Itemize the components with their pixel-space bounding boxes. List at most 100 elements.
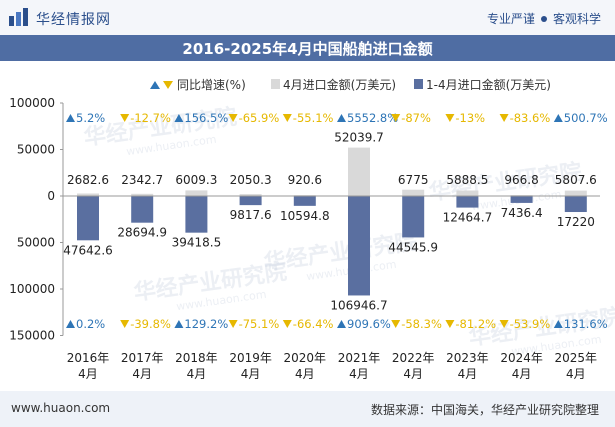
y-tick-label: 100000 (9, 282, 55, 296)
x-tick-label-month: 4月 (132, 367, 152, 381)
yoy-cumulative-label: 129.2% (184, 317, 228, 331)
x-tick-label-year: 2021年 (338, 351, 381, 365)
yoy-month-label: -87% (401, 111, 431, 125)
yoy-month-label-up-icon (553, 114, 563, 122)
bar-month (185, 190, 208, 196)
data-label-cumulative: 9817.6 (230, 208, 272, 222)
data-label-month: 2050.3 (230, 173, 272, 187)
data-label-month: 6775 (398, 173, 429, 187)
bar-cumulative (456, 196, 479, 208)
data-label-cumulative: 10594.8 (280, 209, 330, 223)
x-tick-label-year: 2024年 (500, 351, 543, 365)
bar-month (239, 194, 262, 196)
yoy-cumulative-label-up-icon (174, 320, 184, 328)
bar-cumulative (131, 196, 154, 223)
yoy-month-label: -83.6% (510, 111, 551, 125)
yoy-month-label-down-icon (120, 114, 130, 122)
bar-cumulative (293, 196, 316, 206)
y-tick-label: 50000 (17, 236, 55, 250)
y-tick-label: 0 (47, 189, 55, 203)
bar-month (402, 189, 425, 196)
x-tick-label-month: 4月 (512, 367, 532, 381)
slogan: 专业严谨 客观科学 (487, 10, 601, 27)
legend-label-cumulative: 1-4月进口金额(万美元) (426, 77, 551, 92)
footer-url: www.huaon.com (11, 401, 111, 415)
bar-month (564, 190, 587, 196)
bar-cumulative (239, 196, 262, 206)
data-label-month: 920.6 (288, 173, 322, 187)
data-label-month: 5807.6 (555, 173, 597, 187)
data-label-cumulative: 47642.6 (63, 243, 113, 257)
plot-background (0, 61, 615, 391)
yoy-cumulative-label-up-icon (553, 320, 563, 328)
yoy-month-label: -13% (455, 111, 485, 125)
huajing-logo-icon (9, 8, 28, 26)
header-bar: 华经情报网 专业严谨 客观科学 (0, 0, 615, 35)
x-tick-label-month: 4月 (458, 367, 478, 381)
legend-swatch-cumulative (414, 79, 423, 89)
x-tick-label-year: 2019年 (229, 351, 272, 365)
bar-month (77, 193, 99, 196)
footer-bar: www.huaon.com 数据来源：中国海关，华经产业研究院整理 (0, 392, 615, 427)
x-tick-label-year: 2016年 (67, 351, 110, 365)
yoy-month-label-down-icon (445, 114, 455, 122)
yoy-cumulative-label-down-icon (282, 320, 292, 328)
x-tick-label-month: 4月 (241, 367, 261, 381)
yoy-month-label: 5.2% (76, 111, 105, 125)
yoy-month-label: -65.9% (239, 111, 280, 125)
yoy-month-label-down-icon (282, 114, 292, 122)
data-label-cumulative: 39418.5 (172, 236, 222, 250)
yoy-month-label-down-icon (499, 114, 509, 122)
yoy-cumulative-label: 0.2% (76, 317, 105, 331)
bar-month (348, 147, 370, 196)
legend-down-triangle-icon (163, 81, 173, 89)
data-label-month: 6009.3 (175, 173, 217, 187)
chart-title: 2016-2025年4月中国船舶进口金额 (182, 40, 433, 58)
bar-cumulative (564, 196, 587, 213)
legend-swatch-month (271, 79, 280, 89)
data-label-cumulative: 28694.9 (117, 226, 167, 240)
yoy-month-label: 500.7% (564, 111, 608, 125)
x-tick-label-month: 4月 (295, 367, 315, 381)
separator-dot-icon (540, 16, 547, 22)
bar-month (131, 193, 154, 196)
y-tick-label: 50000 (17, 143, 55, 157)
yoy-cumulative-label-down-icon (445, 320, 455, 328)
x-tick-label-year: 2017年 (121, 351, 164, 365)
data-label-month: 52039.7 (334, 131, 384, 145)
yoy-cumulative-label-down-icon (391, 320, 401, 328)
x-tick-label-year: 2020年 (284, 351, 327, 365)
legend-label-yoy: 同比增速(%) (177, 78, 246, 92)
yoy-cumulative-label: 909.6% (347, 317, 391, 331)
yoy-cumulative-label: -58.3% (401, 317, 442, 331)
bar-cumulative (185, 196, 208, 233)
x-tick-label-month: 4月 (78, 367, 98, 381)
x-tick-label-year: 2023年 (446, 351, 489, 365)
footer-source: 数据来源：中国海关，华经产业研究院整理 (370, 403, 599, 417)
yoy-month-label: 156.5% (184, 111, 228, 125)
x-tick-label-month: 4月 (187, 367, 207, 381)
bar-cumulative (77, 196, 99, 241)
y-tick-label: 150000 (9, 329, 55, 343)
yoy-month-label: 5552.8% (347, 111, 398, 125)
yoy-cumulative-label: 131.6% (564, 317, 608, 331)
yoy-month-label-up-icon (174, 114, 184, 122)
y-tick-label: 100000 (9, 96, 55, 110)
yoy-month-label: -55.1% (293, 111, 334, 125)
data-label-cumulative: 106946.7 (330, 298, 387, 312)
data-label-cumulative: 44545.9 (388, 240, 438, 254)
x-tick-label-month: 4月 (403, 367, 423, 381)
yoy-month-label-up-icon (337, 114, 346, 122)
yoy-cumulative-label-down-icon (228, 320, 238, 328)
yoy-month-label: -12.7% (130, 111, 171, 125)
bar-cumulative (402, 196, 425, 238)
yoy-cumulative-label: -66.4% (293, 317, 334, 331)
data-label-month: 966.8 (504, 173, 538, 187)
yoy-cumulative-label-down-icon (120, 320, 130, 328)
yoy-month-label-down-icon (228, 114, 238, 122)
yoy-cumulative-label: -39.8% (130, 317, 171, 331)
data-label-month: 2342.7 (121, 173, 163, 187)
data-label-month: 5888.5 (446, 173, 488, 187)
